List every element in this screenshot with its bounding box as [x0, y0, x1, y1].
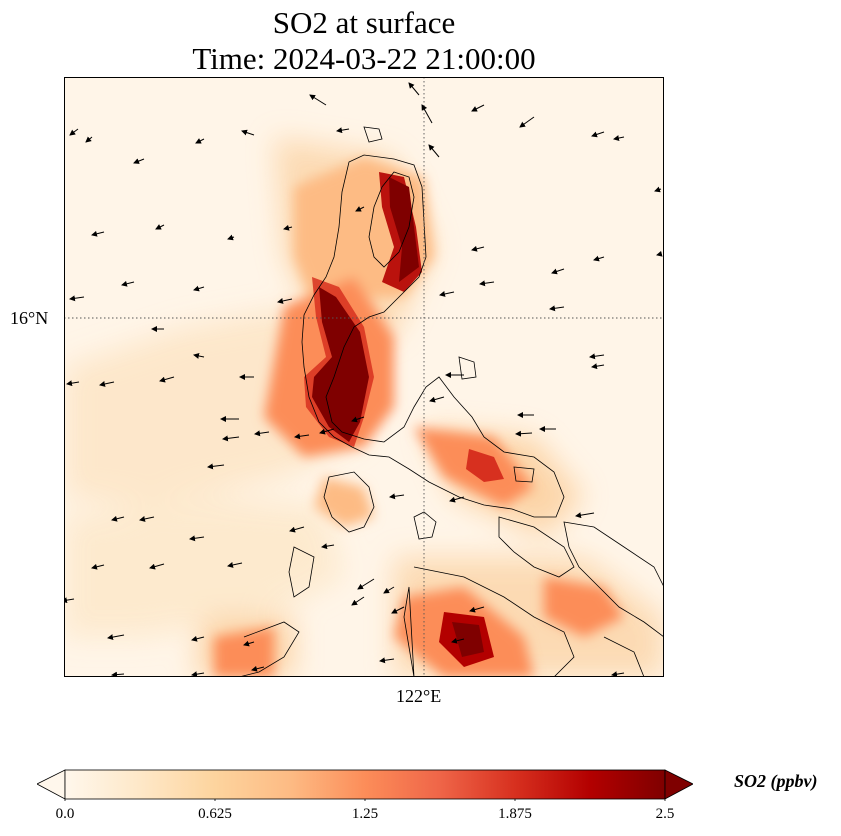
wind-arrow	[251, 665, 265, 672]
colorbar-gradient	[64, 769, 666, 800]
wind-arrow	[227, 234, 235, 241]
wind-arrow	[277, 298, 293, 304]
wind-arrow	[149, 563, 165, 570]
chart-title: SO2 at surface	[272, 5, 456, 40]
wind-arrow	[589, 353, 605, 360]
wind-arrow	[99, 381, 115, 387]
wind-arrow	[471, 245, 485, 252]
colorbar-over-triangle	[664, 769, 693, 800]
wind-arrow	[336, 127, 350, 134]
wind-arrow	[64, 597, 75, 604]
wind-arrow	[591, 363, 605, 370]
map-panel	[64, 77, 664, 677]
wind-arrow	[69, 128, 79, 136]
wind-arrow	[254, 430, 270, 437]
wind-arrow	[139, 516, 155, 522]
colorbar-tick-label: 0.625	[198, 806, 232, 822]
wind-arrow	[195, 138, 205, 144]
wind-arrow	[193, 285, 205, 292]
wind-arrow	[193, 353, 205, 359]
wind-arrow	[515, 430, 533, 437]
wind-arrow	[408, 82, 420, 96]
wind-arrow	[383, 586, 395, 594]
wind-arrow	[391, 606, 405, 614]
longitude-label: 122°E	[396, 686, 442, 706]
wind-arrow	[66, 380, 80, 387]
wind-arrow	[243, 640, 255, 647]
wind-arrow	[656, 250, 663, 257]
wind-arrow	[519, 116, 535, 128]
wind-arrow	[351, 416, 365, 423]
so2-map	[64, 77, 664, 677]
colorbar-tick-label: 0.0	[55, 806, 75, 822]
wind-arrow	[294, 433, 310, 440]
wind-arrow	[471, 104, 485, 112]
chart-subtitle-time: Time: 2024-03-22 21:00:00	[192, 41, 536, 76]
wind-arrow	[191, 671, 205, 677]
wind-arrow	[469, 606, 485, 613]
wind-arrow	[451, 637, 465, 644]
wind-arrow	[357, 578, 375, 590]
colorbar-label: SO2 (ppbv)	[734, 771, 818, 791]
wind-arrow	[241, 129, 255, 136]
wind-arrow	[189, 535, 205, 542]
wind-vectors	[64, 82, 663, 677]
colorbar-tick-label: 2.5	[655, 806, 675, 822]
wind-arrow	[121, 280, 135, 287]
wind-arrow	[111, 515, 125, 522]
map-border	[64, 77, 664, 677]
wind-arrow	[91, 563, 105, 570]
so2-field-high	[304, 172, 504, 667]
colorbar-tick-label: 1.875	[498, 806, 532, 822]
colorbar	[37, 769, 693, 801]
wind-arrow	[111, 671, 125, 677]
wind-arrow	[133, 158, 145, 164]
wind-arrow	[207, 463, 225, 470]
coastlines	[238, 126, 664, 677]
wind-arrow	[69, 295, 85, 302]
wind-arrow	[351, 596, 365, 606]
wind-arrow	[355, 206, 365, 212]
wind-arrow	[91, 230, 105, 237]
wind-arrow	[551, 268, 565, 275]
wind-arrow	[591, 131, 605, 138]
wind-arrow	[289, 526, 305, 533]
colorbar-tick-label: 1.25	[351, 806, 379, 822]
wind-arrow	[227, 562, 243, 568]
wind-arrow	[611, 671, 625, 677]
latitude-label: 16°N	[10, 308, 49, 328]
wind-arrow	[321, 543, 335, 550]
colorbar-tickmarks	[64, 799, 666, 801]
wind-arrow	[107, 634, 125, 641]
wind-arrow	[429, 396, 445, 403]
wind-arrow	[593, 255, 605, 262]
wind-arrow	[389, 493, 405, 500]
wind-arrow	[309, 94, 327, 106]
wind-arrow	[449, 496, 465, 503]
wind-arrow	[155, 224, 165, 230]
wind-arrow	[479, 280, 495, 287]
wind-arrow	[319, 428, 335, 435]
wind-arrow	[85, 136, 93, 143]
wind-arrow	[222, 435, 240, 442]
wind-arrow	[191, 635, 205, 642]
wind-arrow	[549, 305, 565, 312]
wind-arrow	[575, 512, 595, 519]
wind-arrow	[654, 186, 662, 193]
wind-arrow	[421, 104, 433, 124]
colorbar-under-triangle	[37, 769, 66, 800]
wind-arrow	[613, 135, 625, 141]
wind-arrow	[379, 657, 395, 664]
wind-arrow	[159, 376, 175, 383]
wind-arrow	[283, 224, 293, 231]
gridlines	[64, 77, 664, 677]
wind-arrow	[439, 291, 455, 297]
wind-arrow	[428, 144, 440, 158]
